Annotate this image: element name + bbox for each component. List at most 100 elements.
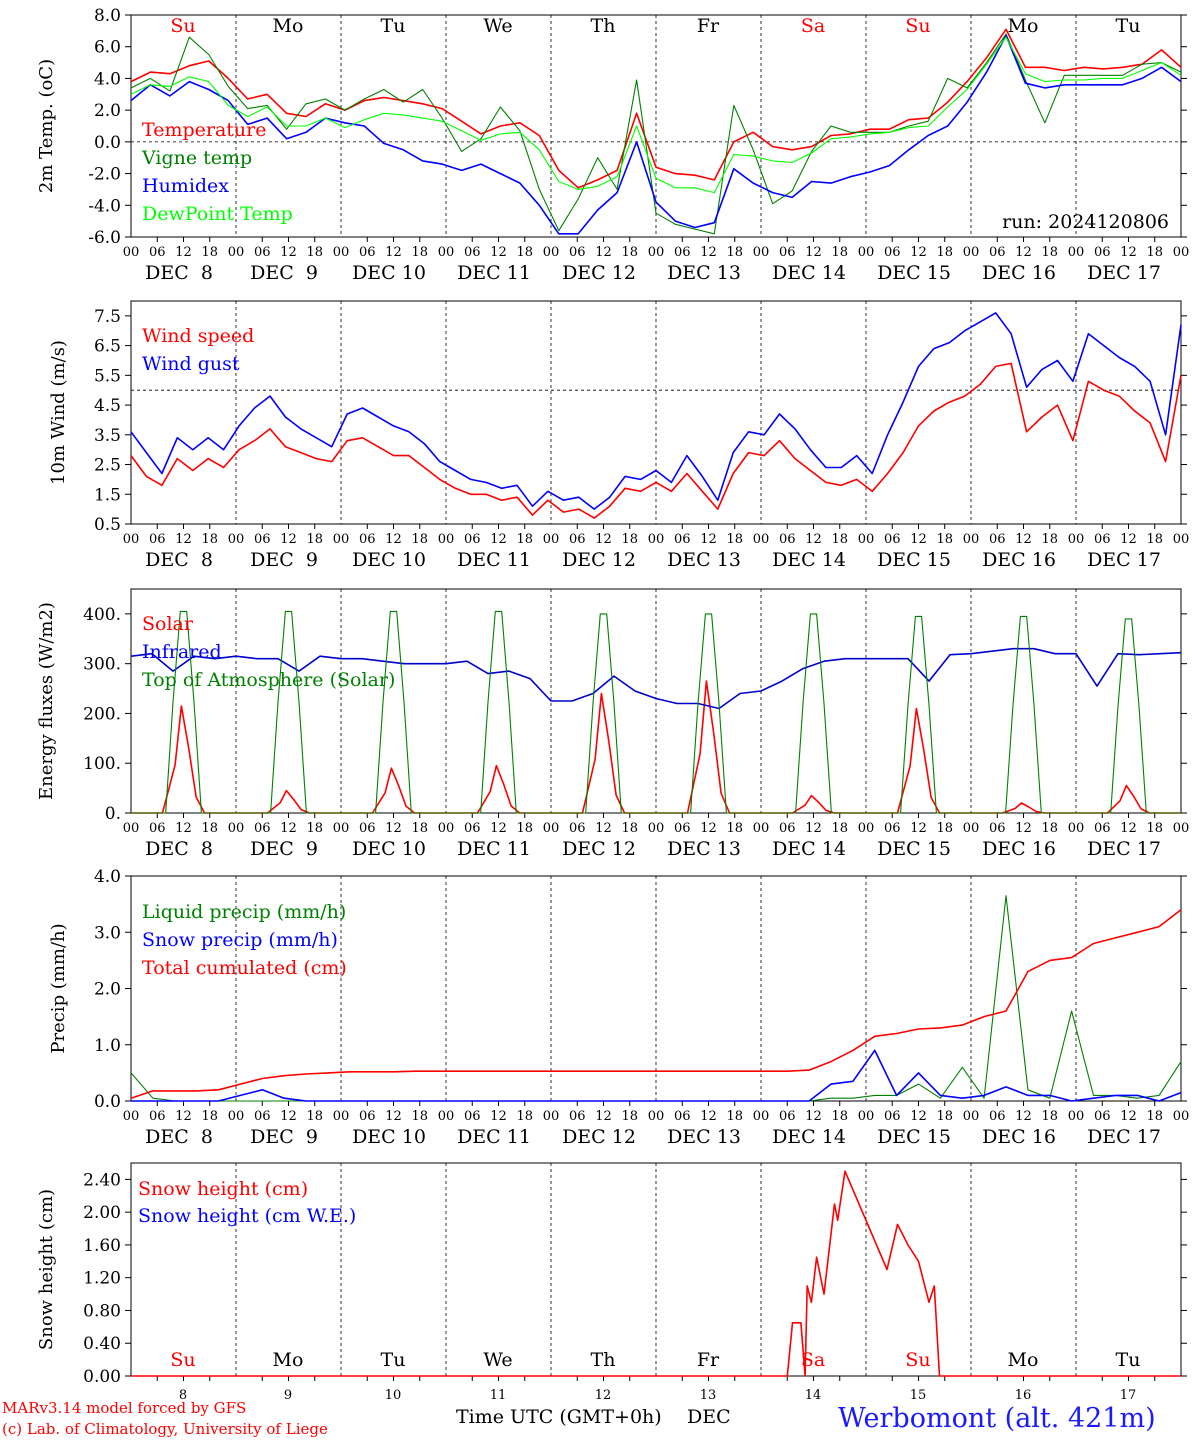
y-tick-label: 6.5 <box>94 337 121 357</box>
series-line-humidex <box>130 34 1182 235</box>
hour-tick-label: 00 <box>333 821 350 836</box>
y-tick-label: 8.0 <box>94 6 121 26</box>
y-tick-label: 0.80 <box>83 1301 121 1321</box>
hour-tick-label: 00 <box>543 245 560 260</box>
weekday-label: Tu <box>1116 1349 1141 1371</box>
y-tick-label: 300. <box>83 655 121 675</box>
hour-tick-label: 00 <box>753 245 770 260</box>
hour-tick-label: 06 <box>779 1109 796 1124</box>
hour-tick-label: 06 <box>989 1109 1006 1124</box>
weekday-label: We <box>483 1349 512 1371</box>
weekday-label: Su <box>905 15 930 37</box>
hour-tick-label: 18 <box>1146 245 1163 260</box>
legend-label: Vigne temp <box>141 147 252 169</box>
y-tick-label: 1.0 <box>94 1036 121 1056</box>
series-group <box>130 895 1182 1102</box>
y-tick-label: 100. <box>83 754 121 774</box>
weekday-label: Sa <box>801 15 825 37</box>
hour-tick-label: 18 <box>726 245 743 260</box>
hour-tick-label: 06 <box>674 245 691 260</box>
hour-tick-label: 06 <box>254 245 271 260</box>
plot-frame <box>130 588 1182 814</box>
hour-tick-label: 12 <box>1120 532 1137 547</box>
weekday-label: Th <box>591 1349 616 1371</box>
hour-tick-label: 00 <box>648 245 665 260</box>
y-tick-label: -2.0 <box>88 165 121 185</box>
hour-tick-label: 00 <box>1068 245 1085 260</box>
y-tick-label: 200. <box>83 704 121 724</box>
hour-tick-label: 18 <box>1041 532 1058 547</box>
panel-5: 0.00 0.40 0.80 1.20 1.60 2.00 2.40 Snow height … <box>36 1162 1187 1403</box>
y-tick-label: 1.5 <box>94 485 121 505</box>
footer-lab: (c) Lab. of Climatology, University of L… <box>2 1420 328 1438</box>
legend-label: DewPoint Temp <box>142 203 293 225</box>
station-name: Werbomont (alt. 421m) <box>838 1403 1156 1434</box>
date-label: DEC 13 <box>667 549 741 571</box>
hour-tick-label: 06 <box>359 821 376 836</box>
hour-tick-label: 00 <box>438 245 455 260</box>
hour-tick-label: 18 <box>621 245 638 260</box>
date-label: DEC 15 <box>877 838 951 860</box>
series-line-snow-height-cm- <box>131 1170 1181 1377</box>
series-line-snow-precip-mm-h- <box>131 1049 1182 1102</box>
hour-tick-label: 12 <box>385 532 402 547</box>
series-group <box>130 312 1182 519</box>
hour-tick-label: 00 <box>228 532 245 547</box>
date-label: DEC 8 <box>145 838 213 860</box>
hour-tick-label: 18 <box>411 532 428 547</box>
weekday-label: Fr <box>697 1349 720 1371</box>
series-group <box>130 28 1182 235</box>
hour-tick-label: 12 <box>910 1109 927 1124</box>
hour-tick-label: 06 <box>149 821 166 836</box>
bottom-date-label: 17 <box>1120 1388 1137 1403</box>
hour-tick-label: 18 <box>936 1109 953 1124</box>
hour-tick-label: 06 <box>1094 532 1111 547</box>
hour-tick-label: 06 <box>884 1109 901 1124</box>
hour-tick-label: 06 <box>779 821 796 836</box>
y-tick-label: 7.5 <box>94 307 121 327</box>
hour-tick-label: 00 <box>228 1109 245 1124</box>
series-group <box>131 1170 1181 1377</box>
hour-tick-label: 18 <box>936 821 953 836</box>
y-tick-label: 4.0 <box>94 69 121 89</box>
hour-tick-label: 00 <box>963 245 980 260</box>
hour-tick-label: 00 <box>1173 1109 1190 1124</box>
hour-tick-label: 00 <box>123 1109 140 1124</box>
hour-tick-label: 06 <box>464 245 481 260</box>
hour-tick-label: 18 <box>306 532 323 547</box>
hour-tick-label: 18 <box>1041 1109 1058 1124</box>
hour-tick-label: 06 <box>1094 1109 1111 1124</box>
hour-tick-label: 06 <box>779 245 796 260</box>
hour-tick-label: 18 <box>1146 532 1163 547</box>
hour-tick-label: 12 <box>175 532 192 547</box>
legend-label: Solar <box>142 613 194 635</box>
y-tick-label: 0. <box>105 804 121 824</box>
hour-tick-label: 18 <box>936 245 953 260</box>
hour-tick-label: 18 <box>516 821 533 836</box>
hour-tick-label: 00 <box>543 532 560 547</box>
y-axis-label: Energy fluxes (W/m2) <box>36 602 57 800</box>
hour-tick-label: 12 <box>175 821 192 836</box>
bottom-date-label: 15 <box>910 1388 927 1403</box>
hour-tick-label: 00 <box>1068 821 1085 836</box>
hour-tick-label: 06 <box>359 1109 376 1124</box>
weekday-label: Th <box>591 15 616 37</box>
hour-tick-label: 00 <box>1173 821 1190 836</box>
hour-tick-label: 12 <box>490 1109 507 1124</box>
hour-tick-label: 18 <box>621 532 638 547</box>
hour-tick-label: 12 <box>700 821 717 836</box>
hour-tick-label: 06 <box>989 245 1006 260</box>
hour-tick-label: 12 <box>280 245 297 260</box>
date-label: DEC 12 <box>562 1126 636 1148</box>
hour-tick-label: 12 <box>595 245 612 260</box>
hour-tick-label: 06 <box>674 1109 691 1124</box>
weekday-label: Su <box>905 1349 930 1371</box>
hour-tick-label: 18 <box>306 1109 323 1124</box>
y-tick-label: 5.5 <box>94 366 121 386</box>
hour-tick-label: 06 <box>359 245 376 260</box>
hour-tick-label: 00 <box>648 1109 665 1124</box>
weekday-label: Mo <box>1008 15 1039 37</box>
bottom-date-label: 8 <box>179 1388 187 1403</box>
hour-tick-label: 06 <box>149 1109 166 1124</box>
hour-tick-label: 18 <box>831 532 848 547</box>
